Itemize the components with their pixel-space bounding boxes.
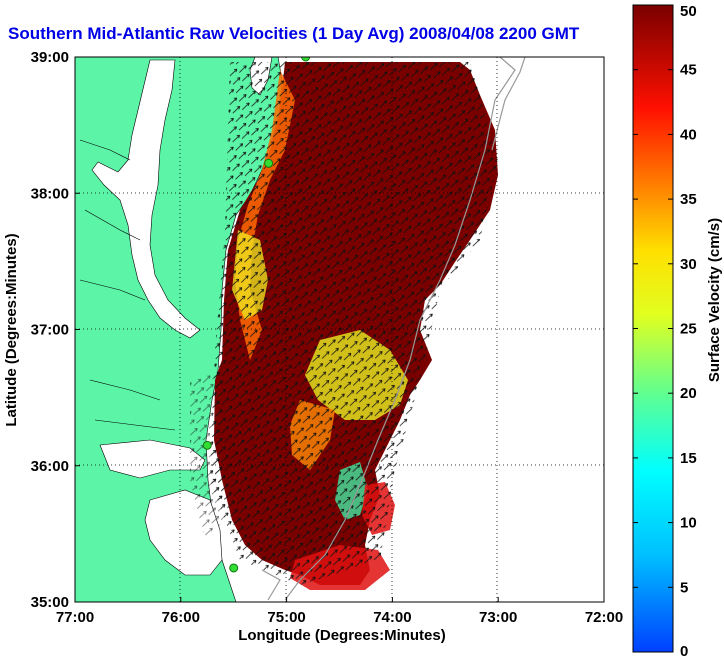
y-tick-label: 39:00 [31, 49, 69, 66]
colorbar-tick-label: 40 [680, 126, 697, 143]
y-tick-label: 35:00 [31, 594, 69, 611]
station-marker [229, 563, 239, 573]
depth-contour-outer [261, 57, 526, 601]
station-markers [202, 57, 311, 573]
x-tick-label: 74:00 [373, 609, 411, 626]
y-tick-label: 36:00 [31, 458, 69, 475]
x-axis-label: Longitude (Degrees:Minutes) [238, 627, 446, 644]
grid [75, 57, 604, 602]
velocity-arrows [210, 62, 498, 585]
y-tick-label: 37:00 [31, 322, 69, 339]
colorbar-tick-label: 30 [680, 256, 697, 273]
colorbar-tick-label: 15 [680, 450, 697, 467]
map-title: Southern Mid-Atlantic Raw Velocities (1 … [8, 24, 580, 43]
plot-area [75, 57, 604, 602]
y-tick-labels: 39:00 38:00 37:00 36:00 35:00 [31, 49, 80, 611]
colorbar-tick-label: 45 [680, 62, 697, 79]
station-marker [202, 440, 212, 450]
x-tick-label: 75:00 [267, 609, 305, 626]
colorbar-tick-label: 10 [680, 515, 697, 532]
station-marker [264, 158, 274, 168]
chesapeake-bay [91, 59, 201, 339]
x-tick-label: 76:00 [162, 609, 200, 626]
colorbar-label: Surface Velocity (cm/s) [706, 218, 723, 382]
colorbar-tick-label: 50 [680, 3, 697, 20]
depth-contour [284, 57, 516, 601]
y-tick-label: 38:00 [31, 185, 69, 202]
x-tick-labels: 77:00 76:00 75:00 74:00 73:00 72:00 [56, 597, 623, 626]
x-tick-label: 77:00 [56, 609, 94, 626]
y-axis-label: Latitude (Degrees:Minutes) [3, 233, 20, 426]
x-tick-label: 72:00 [585, 609, 623, 626]
colorbar-tick-label: 20 [680, 385, 697, 402]
station-marker [301, 57, 311, 62]
velocity-arrows-overshoot [190, 370, 225, 540]
x-tick-label: 73:00 [479, 609, 517, 626]
colorbar-tick-label: 25 [680, 321, 697, 338]
colorbar-tick-label: 35 [680, 191, 697, 208]
colorbar-tick-label: 0 [680, 643, 688, 659]
colorbar-tick-label: 5 [680, 579, 688, 596]
colorbar [632, 4, 674, 653]
coast-river-1 [79, 139, 176, 431]
